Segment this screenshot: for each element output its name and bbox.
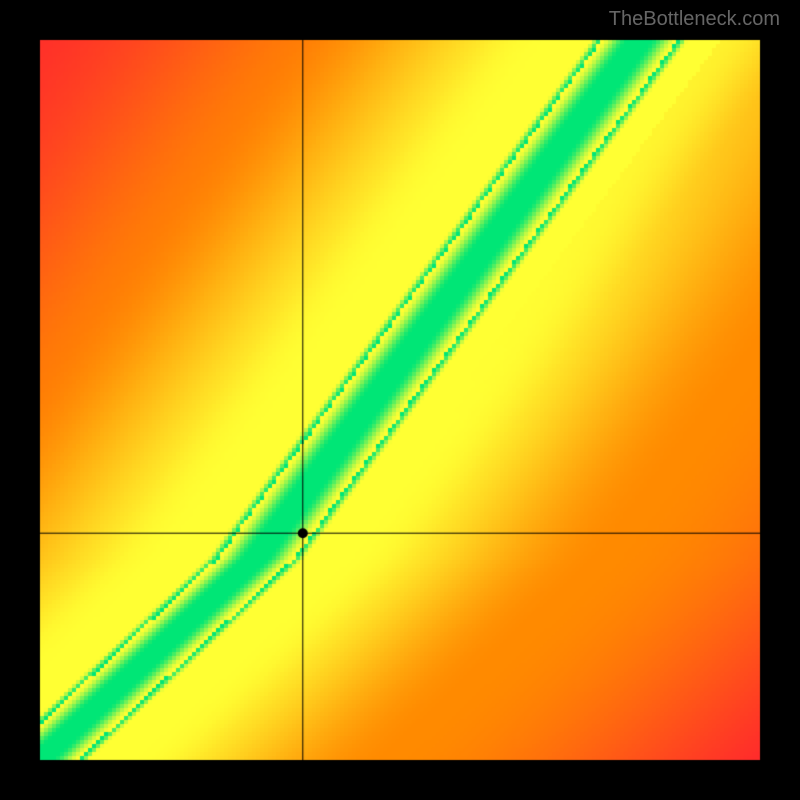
- brand-label: TheBottleneck.com: [609, 8, 780, 31]
- bottleneck-heatmap: [0, 0, 800, 800]
- chart-container: TheBottleneck.com: [0, 0, 800, 800]
